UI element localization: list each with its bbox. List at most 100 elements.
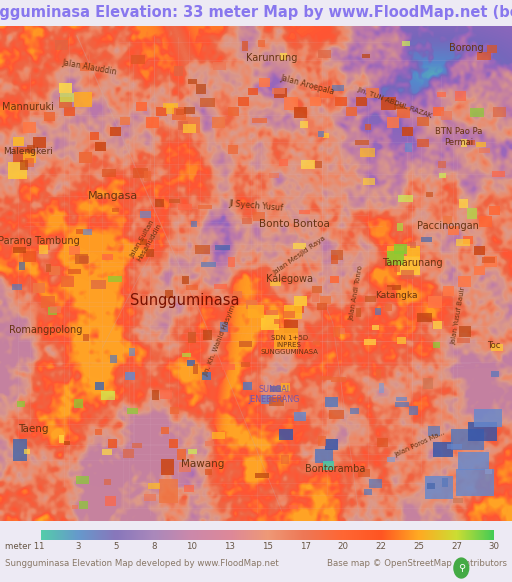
Bar xyxy=(274,319,281,324)
Text: Karunrung: Karunrung xyxy=(246,53,297,63)
Bar xyxy=(331,377,346,382)
Bar xyxy=(187,79,197,84)
Bar xyxy=(59,435,64,443)
Bar xyxy=(13,439,27,462)
Bar xyxy=(233,290,242,298)
Bar xyxy=(228,257,235,267)
Bar xyxy=(387,246,404,261)
Text: ⚲: ⚲ xyxy=(458,563,465,573)
Bar xyxy=(187,449,197,453)
Bar xyxy=(310,97,321,107)
Bar xyxy=(387,285,401,290)
Bar xyxy=(491,344,503,351)
Bar xyxy=(261,395,272,403)
Bar xyxy=(144,171,151,180)
Bar xyxy=(196,84,206,94)
Bar xyxy=(313,340,321,345)
Text: Bonto Bontoa: Bonto Bontoa xyxy=(259,219,330,229)
Bar xyxy=(95,382,104,389)
Text: Jalan Mesjid Raya: Jalan Mesjid Raya xyxy=(272,236,327,276)
Bar xyxy=(468,422,497,441)
Bar xyxy=(467,140,476,145)
Bar xyxy=(186,285,199,290)
Bar xyxy=(280,54,287,60)
Bar xyxy=(68,269,81,274)
Bar xyxy=(289,505,298,509)
Bar xyxy=(64,107,75,116)
Bar xyxy=(422,378,433,389)
Bar xyxy=(463,236,473,243)
Bar xyxy=(405,143,413,152)
Bar xyxy=(146,117,159,128)
Bar xyxy=(458,452,489,470)
Bar xyxy=(446,443,462,449)
Bar xyxy=(242,41,247,51)
Bar xyxy=(482,257,495,263)
Bar xyxy=(350,408,359,414)
Bar xyxy=(65,441,71,445)
Bar xyxy=(320,87,333,98)
Bar xyxy=(215,285,227,289)
Bar xyxy=(205,441,214,446)
Bar xyxy=(451,430,484,450)
Bar xyxy=(457,338,470,343)
Bar xyxy=(148,482,160,488)
Bar xyxy=(302,160,314,169)
Bar xyxy=(170,407,179,414)
Bar xyxy=(395,402,409,407)
Text: Tamarunang: Tamarunang xyxy=(382,258,442,268)
Bar xyxy=(333,327,340,337)
Bar xyxy=(258,40,265,47)
Bar xyxy=(79,256,89,263)
Bar xyxy=(455,91,466,101)
Bar xyxy=(90,132,99,140)
Text: Jl Syech Yusuf: Jl Syech Yusuf xyxy=(228,200,284,213)
Bar xyxy=(346,107,357,116)
Bar xyxy=(318,436,326,446)
Text: Jalan Andi Tonro: Jalan Andi Tonro xyxy=(348,265,364,321)
Bar xyxy=(443,217,452,223)
Bar xyxy=(394,104,404,109)
Bar xyxy=(144,494,157,501)
Bar xyxy=(456,469,494,496)
Bar xyxy=(169,198,180,203)
Bar xyxy=(426,191,433,197)
Bar xyxy=(166,104,174,113)
Bar xyxy=(187,360,195,366)
Bar xyxy=(123,449,134,457)
Bar xyxy=(492,171,505,176)
Bar xyxy=(323,462,334,470)
Bar xyxy=(394,243,407,254)
Bar xyxy=(285,402,297,409)
Bar xyxy=(312,293,319,302)
Bar xyxy=(25,449,30,454)
Bar xyxy=(279,430,293,440)
Bar xyxy=(396,397,407,401)
Bar xyxy=(202,372,211,379)
Bar xyxy=(476,142,486,147)
Bar xyxy=(387,457,395,462)
Text: Sungguminasa: Sungguminasa xyxy=(130,293,239,308)
Bar xyxy=(417,313,432,322)
Bar xyxy=(76,476,89,484)
Bar xyxy=(23,122,36,133)
Text: 27: 27 xyxy=(451,542,462,551)
Bar xyxy=(459,326,471,337)
Bar xyxy=(401,41,410,45)
Bar xyxy=(363,178,375,185)
Text: 22: 22 xyxy=(375,542,387,551)
Bar xyxy=(165,290,173,298)
Bar xyxy=(120,117,130,125)
Bar xyxy=(459,198,468,208)
Bar xyxy=(269,173,279,179)
Bar xyxy=(243,382,252,389)
Text: Malengkeri: Malengkeri xyxy=(3,147,53,157)
Bar xyxy=(172,107,186,120)
Bar xyxy=(183,485,194,492)
Bar xyxy=(274,87,287,98)
Bar xyxy=(146,249,154,257)
Bar xyxy=(433,107,444,116)
Bar xyxy=(182,353,191,357)
Bar xyxy=(425,476,453,499)
Bar xyxy=(248,87,258,95)
